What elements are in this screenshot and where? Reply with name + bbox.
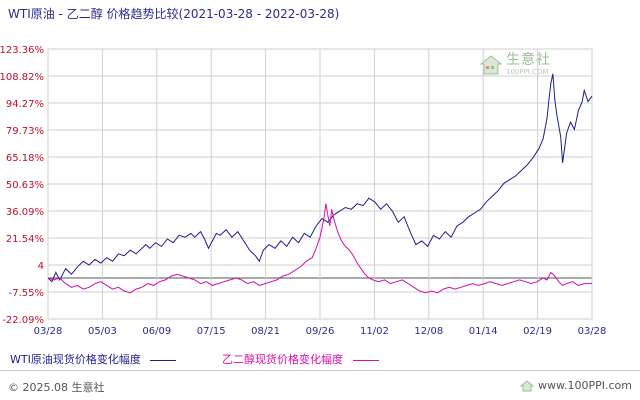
y-tick-label: 79.73% xyxy=(6,126,44,137)
x-tick-label: 12/08 xyxy=(414,326,443,337)
y-tick-label: 123.36% xyxy=(0,45,44,56)
watermark-name: 生意社 xyxy=(506,52,551,68)
y-tick-label: 108.82% xyxy=(0,72,44,83)
legend-meg-label: 乙二醇现货价格变化幅度 xyxy=(222,353,343,366)
y-tick-label: 4 xyxy=(38,261,44,272)
x-tick-label: 07/15 xyxy=(197,326,226,337)
x-tick-label: 09/26 xyxy=(306,326,335,337)
house-icon xyxy=(480,54,502,74)
legend-wti-label: WTI原油现货价格变化幅度 xyxy=(10,353,141,366)
price-trend-chart: 123.36% 108.82% 94.27% 79.73% 65.18% 50.63% 36… xyxy=(0,45,607,337)
x-tick-label: 11/02 xyxy=(360,326,389,337)
legend-wti-swatch xyxy=(150,359,177,361)
legend-meg-swatch xyxy=(352,359,379,361)
x-tick-label: 03/28 xyxy=(578,326,607,337)
legend-wti: WTI原油现货价格变化幅度 xyxy=(10,351,177,367)
site-url[interactable]: www.100PPI.com xyxy=(538,379,632,392)
y-tick-label: 21.54% xyxy=(6,234,44,245)
y-tick-label: 65.18% xyxy=(6,153,44,164)
y-tick-label: 94.27% xyxy=(6,99,44,110)
house-icon xyxy=(520,379,535,391)
copyright-text: © 2025.08 生意社 xyxy=(8,381,105,394)
watermark-logo: 生意社 100PPI.COM xyxy=(480,53,551,76)
site-link[interactable]: www.100PPI.com xyxy=(520,379,632,392)
y-tick-label: 36.09% xyxy=(6,207,44,218)
x-tick-label: 01/14 xyxy=(469,326,498,337)
watermark-url: 100PPI.COM xyxy=(506,68,549,76)
x-tick-label: 02/19 xyxy=(523,326,552,337)
y-tick-label: -22.09% xyxy=(2,315,44,326)
x-tick-label: 08/21 xyxy=(251,326,280,337)
footer-divider xyxy=(0,370,640,371)
chart-title: WTI原油 - 乙二醇 价格趋势比较(2021-03-28 - 2022-03-… xyxy=(8,7,340,21)
x-tick-label: 06/09 xyxy=(142,326,171,337)
x-tick-label: 03/28 xyxy=(34,326,63,337)
y-tick-label: 50.63% xyxy=(6,180,44,191)
x-tick-label: 05/03 xyxy=(88,326,117,337)
meg-series-line xyxy=(47,203,592,294)
y-tick-label: -7.55% xyxy=(9,288,44,299)
legend-meg: 乙二醇现货价格变化幅度 xyxy=(222,351,379,367)
